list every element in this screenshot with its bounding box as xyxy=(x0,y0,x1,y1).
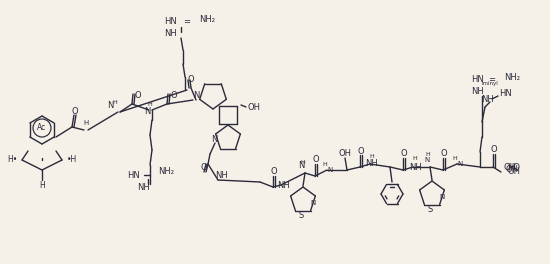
Text: OH: OH xyxy=(248,102,261,111)
Text: HN: HN xyxy=(164,17,177,26)
Text: OH: OH xyxy=(503,163,516,172)
Text: H: H xyxy=(426,152,430,157)
Text: N: N xyxy=(327,167,333,173)
Text: H: H xyxy=(301,159,305,164)
Text: H•: H• xyxy=(7,155,17,164)
Text: O: O xyxy=(313,155,320,164)
Text: OH: OH xyxy=(507,167,520,177)
Text: NH: NH xyxy=(471,87,484,97)
Text: N: N xyxy=(211,135,217,144)
Text: HN: HN xyxy=(471,76,484,84)
Text: •H: •H xyxy=(67,155,77,164)
Text: NH₂: NH₂ xyxy=(504,73,520,82)
Text: H: H xyxy=(412,157,417,162)
Text: N: N xyxy=(193,91,199,100)
Text: OH: OH xyxy=(338,149,351,158)
Text: NH₂: NH₂ xyxy=(199,16,215,25)
Text: S: S xyxy=(427,205,433,214)
Text: O: O xyxy=(135,92,141,101)
Text: Ac: Ac xyxy=(37,124,47,133)
Text: NH: NH xyxy=(164,30,177,39)
Text: O: O xyxy=(72,106,78,116)
Text: O: O xyxy=(358,147,364,155)
Text: NH: NH xyxy=(481,96,493,105)
Text: S: S xyxy=(298,210,304,219)
Text: NH: NH xyxy=(277,181,289,190)
Text: HN: HN xyxy=(499,88,512,97)
Text: N: N xyxy=(425,157,430,163)
Text: N: N xyxy=(298,162,304,171)
Text: N: N xyxy=(144,106,150,116)
Text: iminyl: iminyl xyxy=(482,82,498,87)
Text: NH: NH xyxy=(409,163,421,172)
Text: NH: NH xyxy=(214,171,227,180)
Text: O: O xyxy=(188,76,194,84)
Text: =: = xyxy=(184,17,190,26)
Text: O: O xyxy=(271,167,277,177)
Text: H: H xyxy=(370,154,375,159)
Text: N: N xyxy=(439,194,444,200)
Text: NH: NH xyxy=(366,159,378,168)
Text: HN: HN xyxy=(127,171,140,180)
Text: H: H xyxy=(453,155,458,161)
Text: OH: OH xyxy=(505,166,518,175)
Text: H: H xyxy=(147,101,152,106)
Text: NH: NH xyxy=(136,182,150,191)
Text: =: = xyxy=(488,76,496,84)
Text: H: H xyxy=(113,100,117,105)
Text: O: O xyxy=(401,149,408,158)
Text: O: O xyxy=(170,92,177,101)
Text: O: O xyxy=(491,145,497,154)
Text: H: H xyxy=(84,120,89,126)
Text: HO: HO xyxy=(507,163,520,172)
Text: N: N xyxy=(310,200,316,206)
Text: H: H xyxy=(323,162,327,167)
Text: N: N xyxy=(107,101,113,111)
Text: O: O xyxy=(441,149,447,158)
Text: O: O xyxy=(201,163,207,172)
Text: NH₂: NH₂ xyxy=(158,167,174,177)
Text: N: N xyxy=(458,161,463,167)
Text: H: H xyxy=(39,181,45,190)
